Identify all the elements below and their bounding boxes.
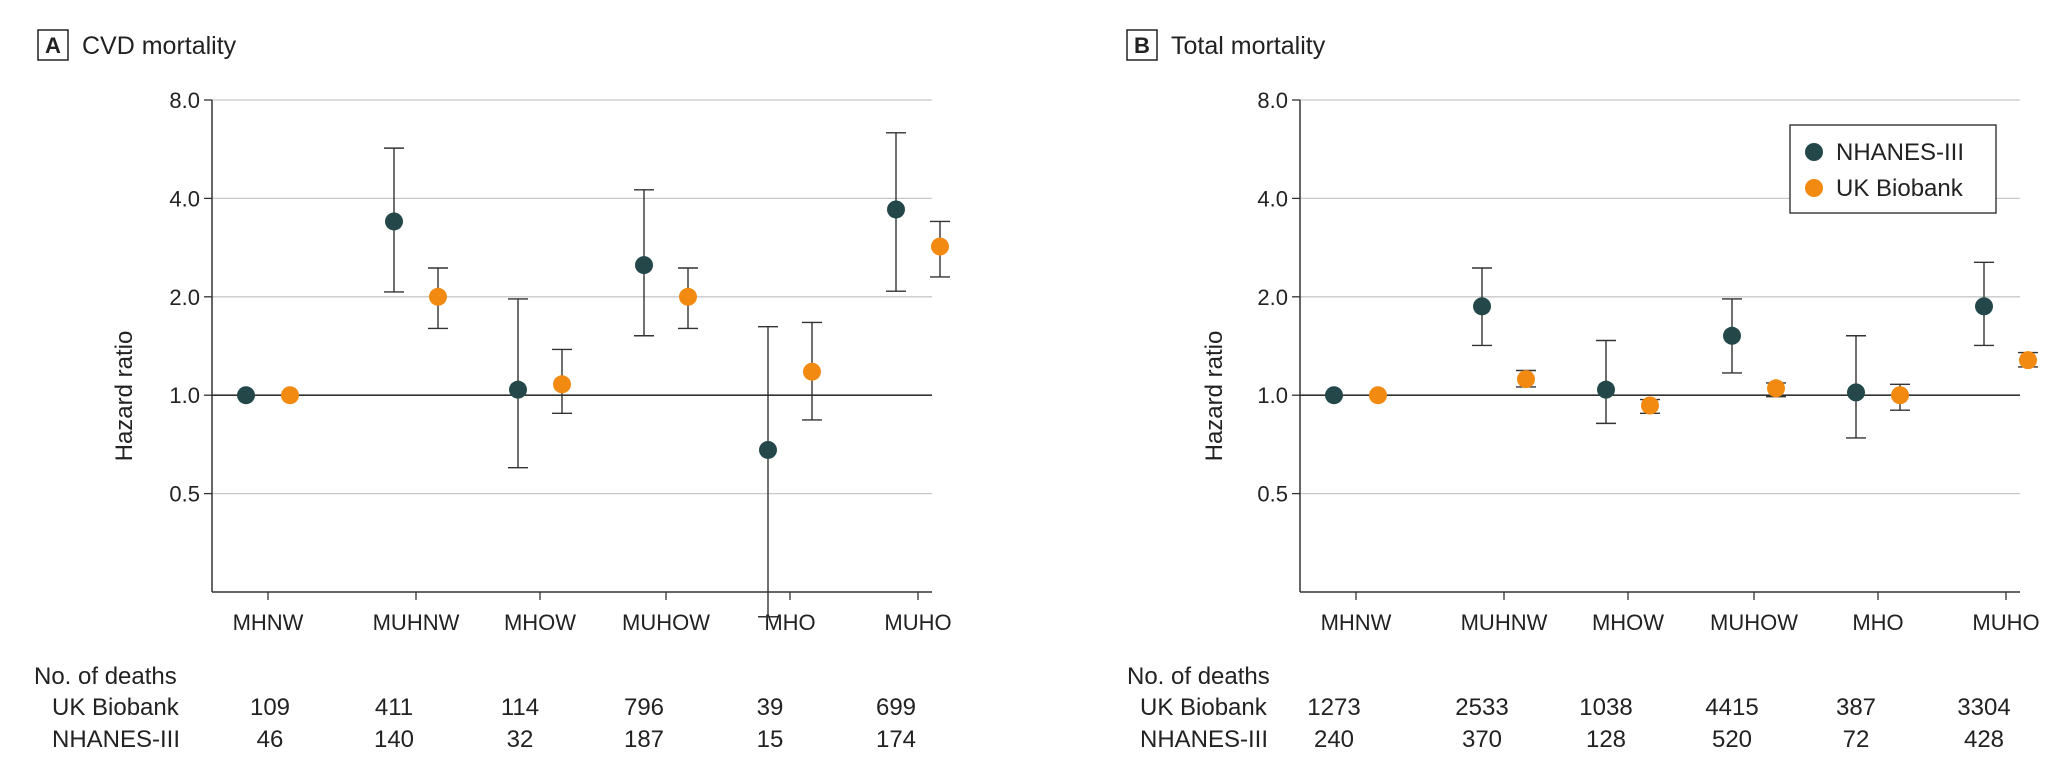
data-point-ukb xyxy=(2019,351,2037,370)
deaths-value: 3304 xyxy=(1957,694,2010,721)
y-axis-label: Hazard ratio xyxy=(111,331,138,462)
x-tick-label: MHNW xyxy=(1321,610,1392,635)
deaths-value: 1038 xyxy=(1579,694,1632,721)
x-tick-label: MUHOW xyxy=(1710,610,1798,635)
deaths-value: 240 xyxy=(1314,726,1354,753)
y-tick-label: 8.0 xyxy=(1257,88,1288,113)
legend-box xyxy=(1789,124,1997,214)
x-tick-label: MHOW xyxy=(504,610,576,635)
x-tick-label: MHO xyxy=(764,610,815,635)
deaths-value: 699 xyxy=(876,694,916,721)
chart-title: Total mortality xyxy=(1171,32,1326,60)
data-point-ukb xyxy=(1641,396,1659,415)
data-point-nhanes xyxy=(1473,297,1491,316)
data-point-ukb xyxy=(803,362,821,381)
deaths-value: 1273 xyxy=(1307,694,1360,721)
chart-panel-a: A CVD mortality 8.0 4.0 2.0 1.0 0.5 Hazard rati… xyxy=(34,29,952,753)
deaths-value: 520 xyxy=(1712,726,1752,753)
panel-letter: B xyxy=(1134,33,1150,58)
deaths-row-label: NHANES-III xyxy=(1140,726,1268,753)
x-tick-label: MHOW xyxy=(1592,610,1664,635)
deaths-row-label: UK Biobank xyxy=(52,694,180,721)
data-point-ukb xyxy=(679,287,697,306)
chart-title: CVD mortality xyxy=(82,32,237,60)
legend-marker xyxy=(1805,143,1823,161)
deaths-value: 128 xyxy=(1586,726,1626,753)
y-tick-label: 4.0 xyxy=(169,186,200,211)
x-tick-label: MHO xyxy=(1852,610,1903,635)
x-tick-label: MUHO xyxy=(884,610,951,635)
deaths-value: 39 xyxy=(757,694,784,721)
panel-letter: A xyxy=(45,33,61,58)
data-point-ukb xyxy=(1767,379,1785,398)
panel-letter-box xyxy=(1126,29,1158,61)
deaths-value: 32 xyxy=(507,726,534,753)
deaths-row-label: UK Biobank xyxy=(1140,694,1268,721)
deaths-value: 187 xyxy=(624,726,664,753)
deaths-value: 109 xyxy=(250,694,290,721)
deaths-value: 15 xyxy=(757,726,784,753)
data-point-nhanes xyxy=(385,212,403,231)
data-point-nhanes xyxy=(1723,326,1741,345)
deaths-value: 72 xyxy=(1843,726,1870,753)
x-tick-label: MHNW xyxy=(233,610,304,635)
x-tick-label: MUHNW xyxy=(1461,610,1548,635)
chart-panel-b: B Total mortality 8.0 4.0 2.0 1.0 0.5 Hazard ra… xyxy=(1126,29,2040,753)
data-point-ukb xyxy=(1517,370,1535,389)
y-tick-label: 2.0 xyxy=(1257,285,1288,310)
data-point-nhanes xyxy=(635,256,653,275)
y-axis-label: Hazard ratio xyxy=(1201,331,1228,462)
data-point-nhanes xyxy=(1847,383,1865,402)
data-point-ukb xyxy=(1891,386,1909,405)
deaths-header: No. of deaths xyxy=(1127,663,1270,690)
legend-label: NHANES-III xyxy=(1836,139,1964,166)
data-point-ukb xyxy=(1369,386,1387,405)
y-tick-label: 1.0 xyxy=(169,383,200,408)
deaths-value: 174 xyxy=(876,726,916,753)
deaths-value: 428 xyxy=(1964,726,2004,753)
deaths-value: 387 xyxy=(1836,694,1876,721)
data-point-ukb xyxy=(281,386,299,405)
y-tick-label: 2.0 xyxy=(169,285,200,310)
x-tick-label: MUHO xyxy=(1972,610,2039,635)
data-point-nhanes xyxy=(887,200,905,219)
legend-marker xyxy=(1805,179,1823,197)
deaths-value: 796 xyxy=(624,694,664,721)
y-tick-label: 0.5 xyxy=(169,482,200,507)
data-point-nhanes xyxy=(509,380,527,399)
deaths-row-label: NHANES-III xyxy=(52,726,180,753)
data-point-ukb xyxy=(553,375,571,394)
y-tick-label: 0.5 xyxy=(1257,482,1288,507)
data-point-ukb xyxy=(931,237,949,256)
deaths-value: 411 xyxy=(375,694,413,721)
deaths-value: 140 xyxy=(374,726,414,753)
data-point-nhanes xyxy=(1975,297,1993,316)
deaths-value: 370 xyxy=(1462,726,1502,753)
deaths-header: No. of deaths xyxy=(34,663,177,690)
x-tick-label: MUHNW xyxy=(373,610,460,635)
deaths-value: 2533 xyxy=(1455,694,1508,721)
deaths-value: 114 xyxy=(501,694,539,721)
data-point-nhanes xyxy=(237,386,255,405)
deaths-value: 4415 xyxy=(1705,694,1758,721)
data-point-nhanes xyxy=(1597,380,1615,399)
deaths-value: 46 xyxy=(257,726,284,753)
y-tick-label: 4.0 xyxy=(1257,186,1288,211)
data-point-nhanes xyxy=(1325,386,1343,405)
y-tick-label: 8.0 xyxy=(169,88,200,113)
data-point-ukb xyxy=(429,287,447,306)
legend-label: UK Biobank xyxy=(1836,175,1964,202)
x-tick-label: MUHOW xyxy=(622,610,710,635)
panel-letter-box xyxy=(37,29,69,61)
data-point-nhanes xyxy=(759,440,777,459)
y-tick-label: 1.0 xyxy=(1257,383,1288,408)
